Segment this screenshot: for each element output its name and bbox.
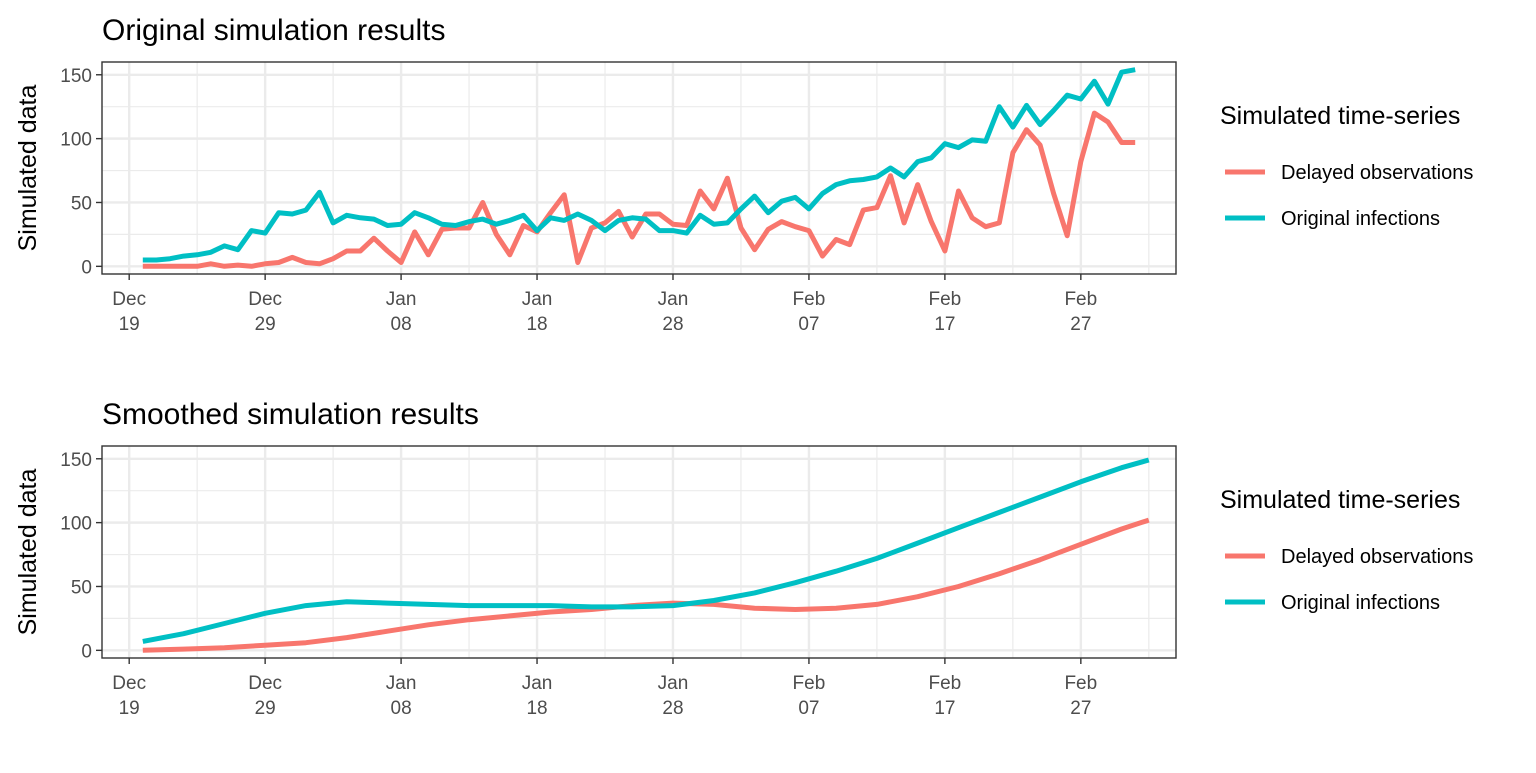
x-tick-label-day: 27	[1070, 698, 1091, 719]
legend: Simulated time-series Delayed observation…	[1220, 486, 1473, 614]
legend-label: Original infections	[1281, 208, 1440, 230]
legend-label: Delayed observations	[1281, 546, 1473, 568]
legend-label: Original infections	[1281, 592, 1440, 614]
x-tick-label-month: Jan	[386, 289, 417, 310]
y-tick-label: 50	[71, 577, 92, 598]
y-tick-label: 150	[60, 66, 92, 87]
x-tick-label-month: Dec	[248, 289, 282, 310]
y-tick-label: 150	[60, 450, 92, 471]
x-tick-label-day: 07	[798, 314, 819, 335]
series-line-delayed-observations	[142, 110, 1136, 269]
x-tick-label-day: 29	[255, 698, 276, 719]
x-tick-label-month: Feb	[1064, 289, 1097, 310]
series-line-original-infections	[142, 67, 1136, 263]
chart-panel-2: Smoothed simulation results 0 50 100 150 Dec 1…	[14, 398, 1473, 719]
y-tick-label: 50	[71, 193, 92, 214]
x-tick-label-month: Jan	[386, 673, 417, 694]
x-tick-label-day: 08	[391, 698, 412, 719]
panel-border	[101, 445, 1177, 659]
x-tick-label-month: Jan	[522, 289, 553, 310]
x-tick-label-month: Feb	[929, 289, 962, 310]
x-tick-label-month: Dec	[248, 673, 282, 694]
x-tick-label-month: Feb	[929, 673, 962, 694]
y-tick-label: 0	[81, 641, 92, 662]
x-tick-label-day: 28	[662, 698, 683, 719]
x-tick-label-month: Dec	[112, 673, 146, 694]
x-tick-label-month: Jan	[522, 673, 553, 694]
series-line-original-infections	[142, 457, 1150, 644]
x-tick-label-month: Jan	[658, 673, 689, 694]
x-tick-label-day: 29	[255, 314, 276, 335]
y-tick-label: 0	[81, 257, 92, 278]
plot-area	[102, 62, 1176, 274]
legend-label: Delayed observations	[1281, 162, 1473, 184]
y-tick-label: 100	[60, 514, 92, 535]
legend-title: Simulated time-series	[1220, 102, 1460, 130]
x-tick-label-day: 08	[391, 314, 412, 335]
x-tick-label-day: 17	[934, 314, 955, 335]
panel-border	[101, 61, 1177, 275]
legend: Simulated time-series Delayed observation…	[1220, 102, 1473, 230]
x-tick-label-month: Feb	[1064, 673, 1097, 694]
x-tick-label-month: Feb	[793, 289, 826, 310]
gridlines	[102, 446, 1176, 658]
x-tick-label-day: 18	[526, 698, 547, 719]
x-tick-label-day: 19	[119, 314, 140, 335]
x-tick-label-month: Feb	[793, 673, 826, 694]
chart-title: Original simulation results	[102, 14, 445, 47]
y-tick-label: 100	[60, 130, 92, 151]
x-tick-label-month: Jan	[658, 289, 689, 310]
plot-area	[102, 446, 1176, 658]
chart-title: Smoothed simulation results	[102, 398, 479, 431]
x-tick-label-day: 27	[1070, 314, 1091, 335]
x-tick-label-day: 19	[119, 698, 140, 719]
x-tick-label-day: 07	[798, 698, 819, 719]
x-tick-label-day: 18	[526, 314, 547, 335]
x-tick-label-month: Dec	[112, 289, 146, 310]
y-axis-title: Simulated data	[14, 469, 42, 636]
gridlines	[102, 62, 1176, 274]
y-axis-title: Simulated data	[14, 85, 42, 252]
x-tick-label-day: 28	[662, 314, 683, 335]
chart-panel-1: Original simulation results 0 50 100 150 Dec 1…	[14, 14, 1473, 335]
x-tick-label-day: 17	[934, 698, 955, 719]
legend-title: Simulated time-series	[1220, 486, 1460, 514]
